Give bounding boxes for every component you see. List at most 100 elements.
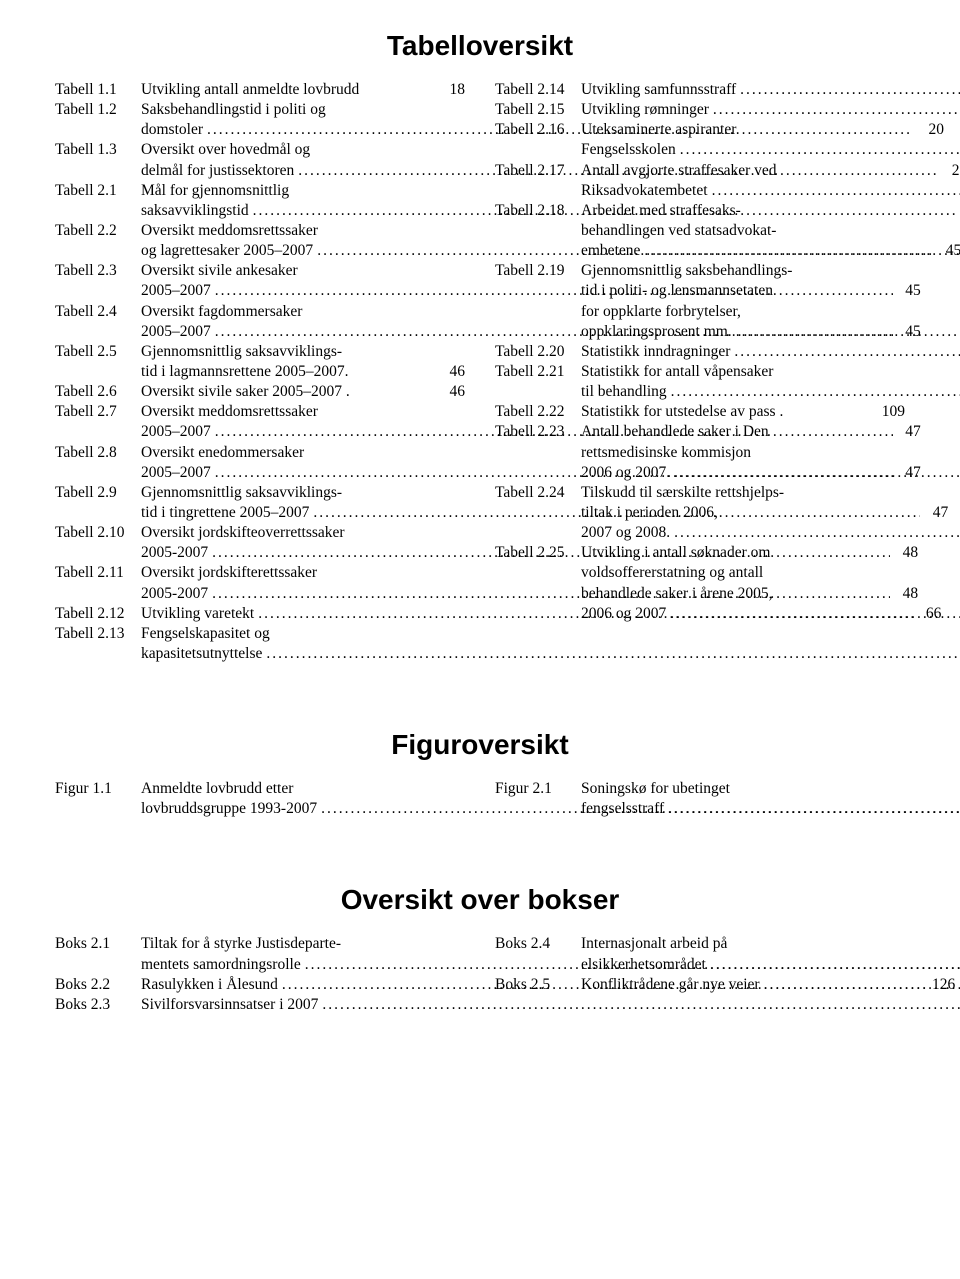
toc-entry: Tabell 2.3Oversikt sivile ankesaker2005–… — [55, 261, 465, 301]
toc-entry: Tabell 2.9Gjennomsnittlig saksavviklings… — [55, 483, 465, 523]
entry-description: Utvikling i antall søknader omvoldsoffer… — [581, 543, 960, 624]
leader-dots: ........................................… — [640, 241, 960, 261]
section-title: Oversikt over bokser — [55, 884, 905, 916]
entry-text-line: Utvikling i antall søknader om — [581, 543, 960, 563]
columns: Figur 1.1Anmeldte lovbrudd etterlovbrudd… — [55, 779, 905, 819]
entry-label: Tabell 2.7 — [55, 402, 141, 422]
section-title: Tabelloversikt — [55, 30, 905, 62]
toc-entry: Tabell 2.15Utvikling rømninger..........… — [495, 100, 905, 120]
leader-dots: ........................................… — [664, 799, 960, 819]
leader-dots: ........................................… — [670, 463, 960, 483]
entry-text: Oversikt sivile saker 2005–2007 . — [141, 382, 350, 402]
entry-text: tid i lagmannsrettene 2005–2007. — [141, 362, 349, 382]
toc-entry: Tabell 2.17Antall avgjorte straffesaker … — [495, 161, 905, 201]
toc-entry: Tabell 2.1Mål for gjennomsnittligsaksavv… — [55, 181, 465, 221]
toc-entry: Boks 2.3Sivilforsvarsinnsatser i 2007...… — [55, 995, 465, 1015]
leader-dots: ........................................… — [736, 80, 960, 100]
toc-entry: Boks 2.5Konfliktrådene går nye veier....… — [495, 975, 905, 995]
toc-entry: Tabell 1.3Oversikt over hovedmål ogdelmå… — [55, 140, 465, 180]
entry-label: Tabell 1.2 — [55, 100, 141, 120]
entry-text-line: Soningskø for ubetinget — [581, 779, 960, 799]
entry-label: Tabell 2.25 — [495, 543, 581, 563]
toc-entry: Tabell 1.1Utvikling antall anmeldte lovb… — [55, 80, 465, 100]
leader-dots: ........................................… — [706, 955, 960, 975]
toc-entry: Tabell 2.7Oversikt meddomsrettssaker2005… — [55, 402, 465, 442]
entry-last-line: Fengselsskolen..........................… — [581, 140, 960, 160]
entry-text: domstoler — [141, 120, 203, 140]
entry-text: Riksadvokatembetet — [581, 181, 708, 201]
entry-text-line: Gjennomsnittlig saksavviklings- — [141, 342, 465, 362]
entry-last-line: 2006 og 2007............................… — [581, 604, 960, 624]
toc-entry: Boks 2.4Internasjonalt arbeid påelsikker… — [495, 934, 905, 974]
entry-last-line: Utvikling antall anmeldte lovbrudd18 — [141, 80, 465, 100]
entry-last-line: oppklaringsprosent mm...................… — [581, 322, 960, 342]
entry-description: Utvikling samfunnsstraff................… — [581, 80, 960, 100]
entry-last-line: Utvikling samfunnsstraff................… — [581, 80, 960, 100]
entry-last-line: Statistikk inndragninger................… — [581, 342, 960, 362]
entry-label: Tabell 2.15 — [495, 100, 581, 120]
section-title: Figuroversikt — [55, 729, 905, 761]
entry-text: 2006 og 2007. — [581, 463, 670, 483]
entry-label: Tabell 2.1 — [55, 181, 141, 201]
entry-label: Tabell 2.19 — [495, 261, 581, 281]
toc-entry: Tabell 2.23Antall behandlede saker i Den… — [495, 422, 905, 482]
entry-text: 2005–2007 — [141, 463, 211, 483]
entry-text: delmål for justissektoren — [141, 161, 294, 181]
entry-text-line: Arbeidet med straffesaks- — [581, 201, 960, 221]
page-number: 109 — [877, 402, 905, 422]
entry-description: Utvikling rømninger.....................… — [581, 100, 960, 120]
toc-entry: Tabell 2.12Utvikling varetekt...........… — [55, 604, 465, 624]
entry-text: fengselsstraff — [581, 799, 664, 819]
entry-text: Statistikk for utstedelse av pass . — [581, 402, 783, 422]
entry-last-line: tid i lagmannsrettene 2005–2007.46 — [141, 362, 465, 382]
entry-description: Statistikk for utstedelse av pass . 109 — [581, 402, 905, 422]
leader-dots: ........................................… — [670, 523, 960, 543]
entry-last-line: Utvikling rømninger.....................… — [581, 100, 960, 120]
toc-entry: Tabell 2.18Arbeidet med straffesaks-beha… — [495, 201, 905, 261]
left-column: Boks 2.1Tiltak for å styrke Justisdepart… — [55, 934, 465, 1015]
entry-label: Tabell 2.12 — [55, 604, 141, 624]
entry-text: lovbruddsgruppe 1993-2007 — [141, 799, 317, 819]
section: Oversikt over bokser Boks 2.1Tiltak for å… — [55, 884, 905, 1015]
entry-last-line: embetene................................… — [581, 241, 960, 261]
entry-text: Utvikling rømninger — [581, 100, 709, 120]
leader-dots: ........................................… — [760, 975, 960, 995]
entry-text: Utvikling antall anmeldte lovbrudd — [141, 80, 359, 100]
toc-entry: Figur 1.1Anmeldte lovbrudd etterlovbrudd… — [55, 779, 465, 819]
entry-label: Tabell 2.23 — [495, 422, 581, 442]
entry-text: 2007 og 2008. — [581, 523, 670, 543]
entry-last-line: 2007 og 2008............................… — [581, 523, 960, 543]
entry-text: embetene — [581, 241, 640, 261]
entry-last-line: elsikkerhetsområdet.....................… — [581, 955, 960, 975]
entry-label: Boks 2.3 — [55, 995, 141, 1015]
entry-text-line: tid i politi- og lensmannsetaten — [581, 281, 960, 301]
entry-label: Tabell 2.4 — [55, 302, 141, 322]
entry-label: Tabell 1.3 — [55, 140, 141, 160]
entry-text-line: Uteksaminerte aspiranter — [581, 120, 960, 140]
section: Figuroversikt Figur 1.1Anmeldte lovbrudd … — [55, 729, 905, 819]
entry-last-line: Statistikk for utstedelse av pass . 109 — [581, 402, 905, 422]
entry-text: Statistikk inndragninger — [581, 342, 730, 362]
toc-entry: Figur 2.1Soningskø for ubetingetfengsels… — [495, 779, 905, 819]
entry-label: Tabell 2.16 — [495, 120, 581, 140]
right-column: Tabell 2.14Utvikling samfunnsstraff.....… — [495, 80, 905, 664]
entry-text: Rasulykken i Ålesund — [141, 975, 278, 995]
entry-label: Boks 2.2 — [55, 975, 141, 995]
entry-text-line: for oppklarte forbrytelser, — [581, 302, 960, 322]
entry-text-line: Gjennomsnittlig saksbehandlings- — [581, 261, 960, 281]
entry-label: Boks 2.4 — [495, 934, 581, 954]
entry-label: Tabell 2.18 — [495, 201, 581, 221]
entry-text-line: Internasjonalt arbeid på — [581, 934, 960, 954]
entry-description: Tilskudd til særskilte rettshjelps-tilta… — [581, 483, 960, 543]
leader-dots: ........................................… — [667, 382, 960, 402]
toc-entry: Tabell 2.19Gjennomsnittlig saksbehandlin… — [495, 261, 905, 342]
toc-entry: Tabell 2.24Tilskudd til særskilte rettsh… — [495, 483, 905, 543]
left-column: Tabell 1.1Utvikling antall anmeldte lovb… — [55, 80, 465, 664]
leader-dots: ........................................… — [709, 100, 960, 120]
entry-label: Tabell 2.13 — [55, 624, 141, 644]
entry-description: Uteksaminerte aspiranterFengselsskolen..… — [581, 120, 960, 160]
toc-entry: Tabell 2.6Oversikt sivile saker 2005–200… — [55, 382, 465, 402]
right-column: Boks 2.4Internasjonalt arbeid påelsikker… — [495, 934, 905, 1015]
entry-text-line: Antall behandlede saker i Den — [581, 422, 960, 442]
columns: Tabell 1.1Utvikling antall anmeldte lovb… — [55, 80, 905, 664]
